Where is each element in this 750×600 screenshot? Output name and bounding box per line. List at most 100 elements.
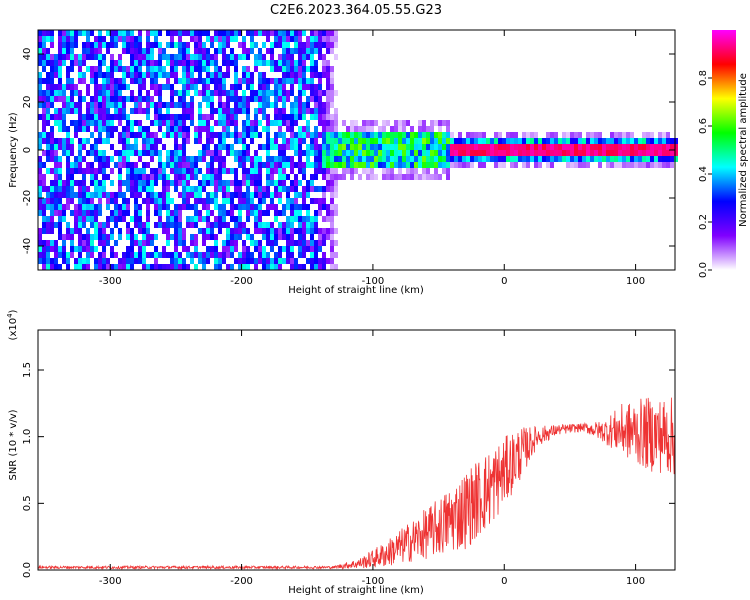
heatmap-cell [666,144,670,150]
heatmap-cell [50,96,54,102]
heatmap-cell [78,264,82,270]
heatmap-cell [290,102,294,108]
heatmap-cell [234,168,238,174]
heatmap-cell [158,108,162,114]
heatmap-cell [82,30,86,36]
heatmap-cell [318,96,322,102]
heatmap-cell [178,222,182,228]
heatmap-cell [50,90,54,96]
heatmap-cell [374,138,378,144]
heatmap-cell [326,168,330,174]
heatmap-cell [462,156,466,162]
heatmap-cell [582,150,586,156]
heatmap-cell [122,252,126,258]
heatmap-cell [94,90,98,96]
heatmap-cell [138,192,142,198]
heatmap-cell [162,252,166,258]
heatmap-cell [134,222,138,228]
heatmap-cell [654,144,658,150]
heatmap-cell [74,102,78,108]
heatmap-cell [166,234,170,240]
heatmap-cell [138,180,142,186]
heatmap-cell [222,144,226,150]
heatmap-cell [198,42,202,48]
heatmap-cell [62,210,66,216]
heatmap-cell [142,258,146,264]
heatmap-cell [654,138,658,144]
heatmap-cell [586,144,590,150]
heatmap-cell [194,222,198,228]
heatmap-cell [270,144,274,150]
heatmap-cell [150,102,154,108]
heatmap-cell [122,30,126,36]
heatmap-cell [94,216,98,222]
heatmap-cell [206,138,210,144]
heatmap-cell [202,96,206,102]
heatmap-cell [334,204,338,210]
heatmap-cell [338,174,342,180]
heatmap-cell [134,162,138,168]
heatmap-cell [242,150,246,156]
heatmap-cell [218,228,222,234]
heatmap-cell [198,102,202,108]
heatmap-cell [306,246,310,252]
heatmap-cell [266,36,270,42]
heatmap-cell [198,66,202,72]
heatmap-cell [450,156,454,162]
heatmap-cell [110,114,114,120]
heatmap-cell [234,60,238,66]
heatmap-cell [290,132,294,138]
heatmap-cell [614,162,618,168]
heatmap-cell [562,144,566,150]
heatmap-cell [478,132,482,138]
heatmap-cell [182,258,186,264]
heatmap-cell [46,96,50,102]
heatmap-cell [218,162,222,168]
heatmap-cell [394,126,398,132]
heatmap-cell [78,78,82,84]
heatmap-cell [138,186,142,192]
heatmap-cell [382,156,386,162]
heatmap-cell [230,246,234,252]
heatmap-cell [322,198,326,204]
heatmap-cell [302,204,306,210]
heatmap-cell [50,150,54,156]
heatmap-cell [314,36,318,42]
heatmap-cell [386,138,390,144]
heatmap-cell [130,174,134,180]
heatmap-cell [46,204,50,210]
heatmap-cell [326,144,330,150]
heatmap-cell [254,126,258,132]
heatmap-cell [78,162,82,168]
heatmap-cell [306,180,310,186]
heatmap-cell [230,192,234,198]
heatmap-cell [402,126,406,132]
heatmap-cell [62,234,66,240]
heatmap-cell [566,144,570,150]
heatmap-cell [598,156,602,162]
heatmap-cell [158,84,162,90]
heatmap-cell [146,186,150,192]
heatmap-cell [174,204,178,210]
heatmap-cell [370,174,374,180]
heatmap-cell [518,156,522,162]
heatmap-cell [70,90,74,96]
heatmap-cell [114,84,118,90]
heatmap-cell [430,132,434,138]
heatmap-cell [134,96,138,102]
heatmap-cell [322,162,326,168]
heatmap-cell [206,90,210,96]
heatmap-cell [90,72,94,78]
heatmap-cell [270,42,274,48]
heatmap-cell [310,60,314,66]
heatmap-cell [294,120,298,126]
heatmap-cell [78,90,82,96]
heatmap-cell [534,162,538,168]
heatmap-cell [506,132,510,138]
heatmap-cell [198,150,202,156]
heatmap-cell [46,30,50,36]
heatmap-cell [126,168,130,174]
heatmap-cell [502,156,506,162]
heatmap-cell [322,30,326,36]
heatmap-cell [494,150,498,156]
